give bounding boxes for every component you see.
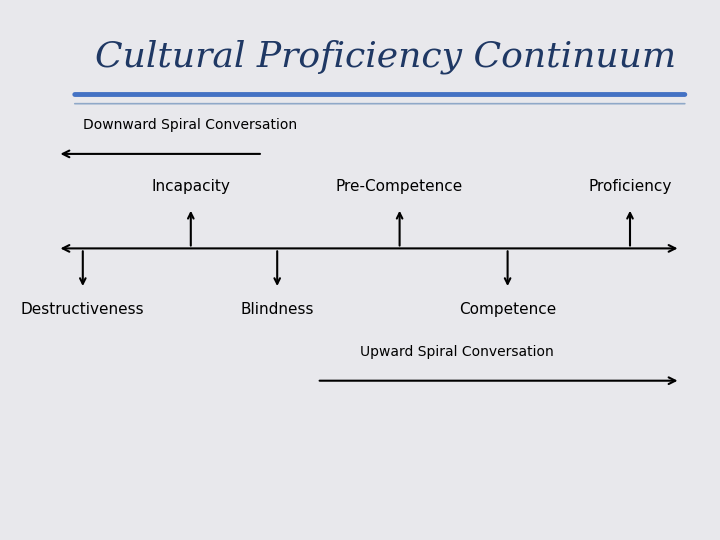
Text: Destructiveness: Destructiveness	[21, 302, 145, 318]
Text: Pre-Competence: Pre-Competence	[336, 179, 463, 194]
Text: Downward Spiral Conversation: Downward Spiral Conversation	[83, 118, 297, 132]
Text: Blindness: Blindness	[240, 302, 314, 318]
Text: Competence: Competence	[459, 302, 557, 318]
Text: Cultural Proficiency Continuum: Cultural Proficiency Continuum	[94, 39, 676, 74]
Text: Upward Spiral Conversation: Upward Spiral Conversation	[360, 345, 554, 359]
Text: Proficiency: Proficiency	[588, 179, 672, 194]
Text: Incapacity: Incapacity	[151, 179, 230, 194]
